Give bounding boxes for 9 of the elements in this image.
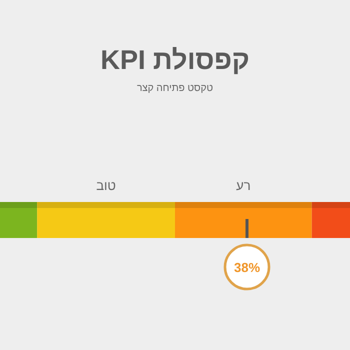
series-label: טוב xyxy=(96,178,116,193)
bar xyxy=(312,202,350,238)
bar xyxy=(37,202,175,238)
series-label: רע xyxy=(236,178,251,193)
bar xyxy=(175,202,312,238)
text: 38% xyxy=(234,260,260,275)
bar xyxy=(0,202,38,238)
chart-subtitle: טקסט פתיחה קצר xyxy=(136,83,214,94)
chart-title: קפסולת KPI xyxy=(100,45,250,75)
